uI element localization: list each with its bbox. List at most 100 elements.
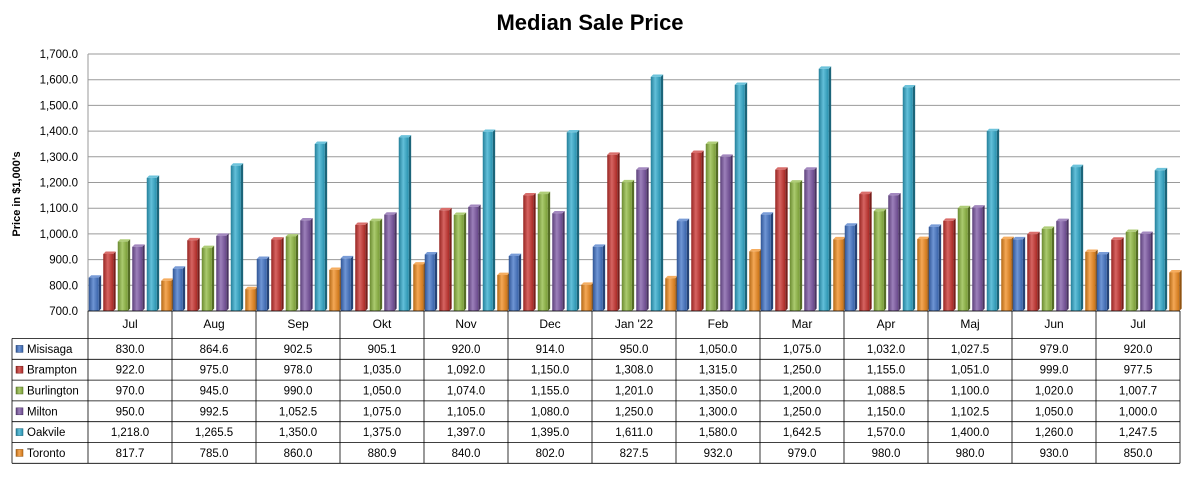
data-cell: 840.0 <box>452 448 481 460</box>
data-cell: 880.9 <box>368 448 397 460</box>
data-cell: 980.0 <box>956 448 985 460</box>
data-cell: 1,397.0 <box>447 427 485 439</box>
bar-brampton <box>187 237 200 311</box>
data-cell: 1,075.0 <box>783 344 821 356</box>
bar-misisaga <box>340 255 354 311</box>
table-row-milton: Milton 950.0 992.5 1,052.5 1,075.0 1,105.0 1,0… <box>12 400 1180 418</box>
data-cell: 1,000.0 <box>1119 406 1157 418</box>
data-cell: 1,051.0 <box>951 365 989 377</box>
data-cell: 1,020.0 <box>1035 386 1073 398</box>
data-cell: 932.0 <box>704 448 733 460</box>
y-tick-label: 1,700.0 <box>40 49 78 61</box>
chart-title: Median Sale Price <box>496 10 683 35</box>
data-cell: 1,250.0 <box>615 406 653 418</box>
bar-burlington <box>1125 229 1139 311</box>
bar-misisaga <box>508 253 522 311</box>
bar-burlington <box>285 234 299 311</box>
data-cell: 950.0 <box>116 406 145 418</box>
table-row-misisaga: Misisaga 830.0 864.6 902.5 905.1 920.0 914.0 95… <box>12 338 1180 356</box>
bar-milton <box>972 205 985 311</box>
bar-brampton <box>775 167 788 311</box>
bar-brampton <box>439 207 452 311</box>
data-cell: 945.0 <box>200 386 229 398</box>
data-cell: 1,032.0 <box>867 344 905 356</box>
bar-oakvile <box>902 85 916 311</box>
table-header-row: Jul Aug Sep Okt Nov Dec Jan '22 Feb Mar Apr Maj Jun… <box>88 310 1180 331</box>
bar-misisaga <box>592 244 606 311</box>
category-label: Maj <box>960 317 979 331</box>
data-cell: 1,395.0 <box>531 427 569 439</box>
y-axis-ticks: 700.0 800.0 900.0 1,000.0 1,100.0 1,200.0 1,30… <box>40 49 78 318</box>
data-cell: 1,050.0 <box>363 386 401 398</box>
data-cell: 827.5 <box>620 448 649 460</box>
y-tick-label: 1,300.0 <box>40 152 78 164</box>
data-cell: 1,052.5 <box>279 406 317 418</box>
bar-misisaga <box>424 252 438 311</box>
data-cell: 1,075.0 <box>363 406 401 418</box>
data-cell: 930.0 <box>1040 448 1069 460</box>
bar-toronto <box>833 236 846 311</box>
bar-oakvile <box>650 74 664 312</box>
category-label: Dec <box>539 317 560 331</box>
data-cell: 978.0 <box>284 365 313 377</box>
data-cell: 1,080.0 <box>531 406 569 418</box>
category-label: Jan '22 <box>615 317 654 331</box>
bar-misisaga <box>256 256 270 311</box>
y-tick-label: 1,400.0 <box>40 126 78 138</box>
bar-burlington <box>1041 226 1055 311</box>
bar-brampton <box>355 222 368 311</box>
series-name: Burlington <box>27 386 79 398</box>
data-cell: 1,247.5 <box>1119 427 1157 439</box>
data-cell: 1,265.5 <box>195 427 233 439</box>
bar-toronto <box>245 286 258 311</box>
bar-burlington <box>789 180 803 311</box>
bar-misisaga <box>676 218 690 311</box>
y-tick-label: 1,600.0 <box>40 75 78 87</box>
data-cell: 1,007.7 <box>1119 386 1157 398</box>
data-cell: 902.5 <box>284 344 313 356</box>
bar-misisaga <box>88 275 102 311</box>
data-cell: 860.0 <box>284 448 313 460</box>
data-cell: 1,250.0 <box>783 406 821 418</box>
category-label: Jul <box>122 317 137 331</box>
bar-misisaga <box>1096 252 1110 311</box>
y-tick-label: 900.0 <box>49 255 78 267</box>
data-cell: 920.0 <box>1124 344 1153 356</box>
bar-oakvile <box>482 129 496 311</box>
series-name: Brampton <box>27 365 77 377</box>
bar-oakvile <box>1154 167 1168 311</box>
bar-burlington <box>369 218 383 311</box>
bar-oakvile <box>986 128 1000 311</box>
table-row-brampton: Brampton 922.0 975.0 978.0 1,035.0 1,092.0 1,1… <box>12 358 1180 377</box>
category-label: Mar <box>792 317 813 331</box>
y-tick-label: 700.0 <box>49 306 78 318</box>
bar-toronto <box>749 248 762 311</box>
data-cell: 1,350.0 <box>699 386 737 398</box>
bar-toronto <box>917 236 930 311</box>
bar-oakvile <box>566 129 580 311</box>
legend-key <box>15 365 24 374</box>
bar-misisaga <box>172 266 186 311</box>
data-cell: 1,150.0 <box>531 365 569 377</box>
category-label: Sep <box>287 317 309 331</box>
bar-brampton <box>859 191 872 311</box>
bar-toronto <box>1001 236 1014 311</box>
data-cell: 977.5 <box>1124 365 1153 377</box>
category-label: Jun <box>1044 317 1063 331</box>
bar-toronto <box>1085 249 1098 311</box>
legend-key <box>15 345 24 353</box>
bar-brampton <box>1027 231 1040 311</box>
data-cell: 1,035.0 <box>363 365 401 377</box>
table-row-toronto: Toronto 817.7 785.0 860.0 880.9 840.0 802.0 827… <box>12 442 1180 460</box>
bar-toronto <box>413 262 426 311</box>
data-cell: 1,315.0 <box>699 365 737 377</box>
data-cell: 1,570.0 <box>867 427 905 439</box>
bar-misisaga <box>1012 236 1026 311</box>
bar-milton <box>636 167 649 311</box>
bar-toronto <box>665 275 678 311</box>
data-cell: 1,580.0 <box>699 427 737 439</box>
bar-toronto <box>329 267 342 311</box>
category-label: Feb <box>708 317 729 331</box>
bar-toronto <box>497 272 510 311</box>
data-cell: 975.0 <box>200 365 229 377</box>
